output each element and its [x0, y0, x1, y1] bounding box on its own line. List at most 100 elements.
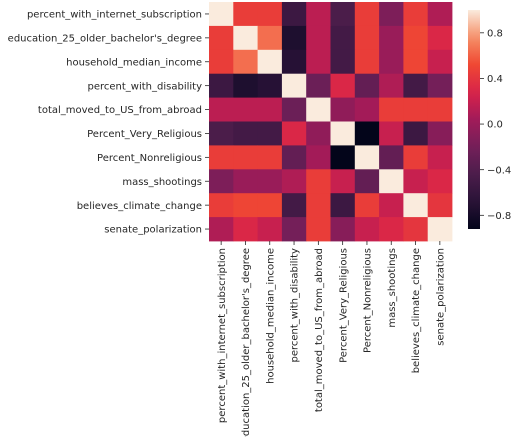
heatmap-cell [209, 169, 234, 194]
heatmap-cell [427, 97, 453, 122]
heatmap-cell [257, 97, 283, 122]
heatmap-cell [233, 121, 258, 146]
x-tick-label: believes_climate_change [411, 248, 422, 373]
y-tick-label: senate_polarization [104, 225, 202, 236]
y-tick-label: mass_shootings [122, 177, 202, 188]
heatmap-cell [233, 49, 258, 75]
heatmap-cell [403, 217, 429, 242]
heatmap-cell [379, 121, 404, 146]
heatmap-cell [427, 121, 453, 146]
heatmap-cell [281, 217, 307, 242]
heatmap-cell [403, 25, 429, 51]
heatmap-cell [354, 49, 380, 75]
heatmap-cell [233, 145, 258, 170]
heatmap-cell [281, 97, 307, 122]
x-tick-label: Percent_Very_Religious [338, 248, 349, 363]
heatmap-cell [354, 25, 380, 51]
x-tick-label: Percent_Nonreligious [363, 248, 374, 353]
colorbar-tick-label: −0.8 [487, 211, 511, 222]
heatmap-cell [233, 2, 258, 27]
heatmap-cell [306, 145, 331, 170]
heatmap-cell [209, 73, 234, 98]
heatmap-cell [354, 97, 380, 122]
heatmap-cell [330, 169, 356, 194]
heatmap-cell [427, 73, 453, 98]
heatmap-cell [330, 49, 356, 75]
heatmap-cell [257, 2, 283, 27]
heatmap-cell [330, 25, 356, 51]
heatmap-cell [233, 97, 258, 122]
heatmap-cell [209, 121, 234, 146]
heatmap-cell [330, 121, 356, 146]
heatmap-cell [354, 2, 380, 27]
column-labels: percent_with_internet_subscription educat… [217, 241, 446, 437]
heatmap-cell [257, 193, 283, 218]
heatmap-cell [257, 25, 283, 51]
heatmap-cell [209, 97, 234, 122]
heatmap-cell [379, 193, 404, 218]
heatmap-cell [354, 193, 380, 218]
colorbar: 0.8 0.4 0.0 −0.4 −0.8 [468, 10, 511, 229]
heatmap-cell [427, 217, 453, 242]
heatmap-cell [354, 169, 380, 194]
heatmap-cell [257, 145, 283, 170]
heatmap-cell [379, 25, 404, 51]
heatmap-cell [281, 169, 307, 194]
heatmap-cell [354, 145, 380, 170]
heatmap-cell [427, 193, 453, 218]
heatmap-cell [281, 25, 307, 51]
heatmap-cell [257, 49, 283, 75]
x-tick-label: mass_shootings [387, 248, 398, 328]
heatmap-cell [403, 193, 429, 218]
heatmap-cell [306, 121, 331, 146]
heatmap-cell [257, 169, 283, 194]
y-tick-label: Percent_Nonreligious [97, 153, 202, 164]
heatmap-cell [379, 97, 404, 122]
heatmap-cell [233, 169, 258, 194]
row-labels: percent_with_internet_subscriptioneducat… [8, 10, 209, 236]
heatmap-cell [427, 2, 453, 27]
heatmap-cell [330, 193, 356, 218]
heatmap-cell [379, 145, 404, 170]
x-tick-label: total_moved_to_US_from_abroad [314, 248, 325, 412]
heatmap-cell [427, 25, 453, 51]
heatmap-cell [257, 121, 283, 146]
heatmap-cell [427, 169, 453, 194]
heatmap-cell [379, 49, 404, 75]
heatmap-cell [427, 49, 453, 75]
colorbar-tick-label: 0.0 [487, 120, 503, 131]
y-tick-label: percent_with_internet_subscription [27, 10, 202, 21]
heatmap-cell [427, 145, 453, 170]
colorbar-tick-label: 0.8 [487, 28, 503, 39]
heatmap-cell [379, 169, 404, 194]
x-tick-label: senate_polarization [435, 248, 446, 346]
heatmap-cell [209, 2, 234, 27]
heatmap-cell [281, 49, 307, 75]
heatmap-cell [233, 73, 258, 98]
heatmap-cell [403, 145, 429, 170]
heatmap-cell [209, 145, 234, 170]
heatmap-cell [281, 121, 307, 146]
heatmap-cell [281, 2, 307, 27]
heatmap-cell [330, 145, 356, 170]
x-tick-label: percent_with_internet_subscription [217, 248, 228, 423]
heatmap-cell [209, 25, 234, 51]
heatmap-cell [257, 73, 283, 98]
heatmap-cell [330, 2, 356, 27]
heatmap-cell [306, 2, 331, 27]
heatmap-cell [306, 193, 331, 218]
heatmap-cell [403, 2, 429, 27]
heatmap-cell [209, 49, 234, 75]
colorbar-tick-label: 0.4 [487, 74, 503, 85]
heatmap-cell [281, 193, 307, 218]
heatmap-cell [354, 121, 380, 146]
heatmap-cell [403, 121, 429, 146]
heatmap-cell [306, 97, 331, 122]
heatmap-cell [403, 169, 429, 194]
y-tick-label: believes_climate_change [77, 201, 202, 212]
heatmap-cell [403, 97, 429, 122]
x-tick-label: household_median_income [265, 248, 276, 384]
heatmap-cell [330, 97, 356, 122]
heatmap-cell [233, 217, 258, 242]
